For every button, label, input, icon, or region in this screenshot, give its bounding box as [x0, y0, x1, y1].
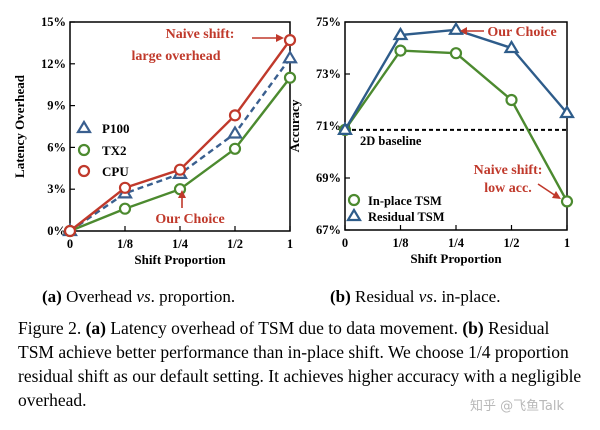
legend-marker: [77, 164, 91, 178]
y-tick-label: 69%: [316, 171, 341, 185]
figure: 0% 3% 6% 9% 12% 15% 0 1/8 1/4 1/2 1 Shift Proportio…: [12, 15, 575, 267]
data-point: [560, 195, 574, 208]
y-tick-label: 15%: [41, 15, 66, 29]
x-tick-label: 0: [67, 237, 73, 251]
x-tick-label: 1/4: [172, 237, 189, 251]
data-point: [392, 26, 409, 41]
y-tick-label: 71%: [316, 119, 341, 133]
legend-label: In-place TSM: [368, 194, 442, 208]
legend-label: CPU: [102, 164, 129, 179]
data-point: [559, 104, 575, 119]
annotation-arrow: [537, 183, 557, 197]
legend-label: P100: [102, 121, 129, 136]
data-point: [118, 181, 132, 194]
y-tick-label: 73%: [316, 67, 341, 81]
legend-marker: [77, 143, 91, 157]
annotation-text: large overhead: [131, 49, 220, 64]
legend-marker: [76, 119, 92, 134]
data-point: [503, 39, 520, 54]
legend-marker: [346, 207, 362, 222]
data-point: [337, 121, 353, 135]
data-point: [394, 44, 407, 57]
chart-accuracy: 67% 69% 71% 73% 75% 0 1/8 1/4 1/2 1 Shift Proporti…: [287, 15, 575, 266]
data-point: [228, 142, 242, 155]
y-tick-label: 67%: [316, 223, 341, 237]
data-point: [283, 71, 297, 84]
legend-label: Residual TSM: [368, 210, 445, 224]
annotation-text: Naive shift:: [474, 163, 543, 178]
y-axis-label: Latency Overhead: [12, 74, 27, 178]
y-axis-label: Accuracy: [287, 99, 302, 152]
data-point: [227, 125, 243, 139]
x-tick-label: 1/2: [504, 236, 520, 250]
legend-label: TX2: [102, 143, 127, 158]
y-tick-label: 3%: [47, 182, 66, 196]
subcaption-a: (a) Overhead vs. proportion.: [42, 287, 236, 306]
annotation-arrowhead: [178, 190, 186, 198]
legend-marker: [347, 193, 361, 207]
x-tick-label: 1: [564, 236, 570, 250]
x-tick-label: 1/8: [393, 236, 409, 250]
y-tick-label: 0%: [47, 224, 66, 238]
figure-caption: Figure 2. (a) Latency overhead of TSM du…: [18, 318, 582, 410]
data-point: [505, 93, 518, 107]
x-axis-label: Shift Proportion: [134, 252, 226, 267]
data-point: [63, 224, 77, 238]
x-tick-label: 1/4: [448, 236, 465, 250]
subcaption-b: (b) Residual vs. in-place.: [330, 287, 501, 306]
annotation-text: low acc.: [484, 181, 531, 196]
data-point: [173, 163, 187, 176]
x-tick-label: 1/8: [117, 237, 133, 251]
y-tick-label: 12%: [41, 57, 66, 71]
x-tick-label: 0: [342, 236, 348, 250]
y-tick-label: 6%: [47, 140, 66, 154]
data-point: [118, 202, 132, 215]
annotation-text: Our Choice: [487, 25, 556, 40]
baseline-label: 2D baseline: [360, 134, 422, 148]
annotation-text: Our Choice: [155, 212, 224, 227]
annotation-arrowhead: [552, 191, 561, 199]
x-tick-label: 1/2: [227, 237, 243, 251]
data-point: [283, 34, 297, 47]
chart-latency-overhead: 0% 3% 6% 9% 12% 15% 0 1/8 1/4 1/2 1 Shift Proportio…: [12, 15, 298, 267]
y-tick-label: 9%: [47, 99, 66, 113]
annotation-arrowhead: [460, 27, 467, 35]
y-tick-label: 75%: [316, 15, 341, 29]
data-point: [228, 109, 242, 122]
annotation-arrowhead: [276, 34, 284, 42]
watermark: 知乎 @飞鱼Talk: [470, 399, 565, 414]
data-point: [448, 21, 464, 35]
data-point: [282, 50, 298, 64]
annotation-text: Naive shift:: [166, 27, 235, 42]
x-tick-label: 1: [287, 237, 293, 251]
data-point: [173, 183, 187, 196]
x-axis-label: Shift Proportion: [410, 251, 502, 266]
series-line-residual-tsm: [343, 28, 568, 131]
data-point: [449, 47, 463, 60]
